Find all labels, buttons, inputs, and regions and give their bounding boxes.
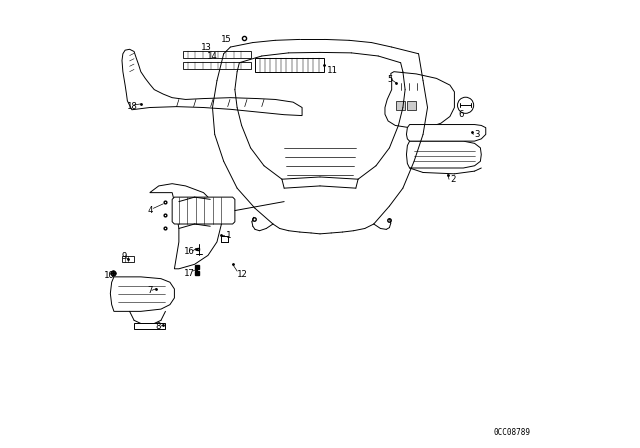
Text: 18: 18 bbox=[127, 102, 137, 111]
Text: 12: 12 bbox=[237, 270, 248, 279]
Polygon shape bbox=[255, 58, 324, 72]
Text: 5: 5 bbox=[388, 75, 393, 84]
Polygon shape bbox=[385, 72, 454, 128]
Text: 1: 1 bbox=[226, 231, 231, 240]
Text: 8: 8 bbox=[155, 322, 161, 331]
Text: 14: 14 bbox=[207, 52, 218, 61]
Text: 9: 9 bbox=[122, 252, 127, 261]
Text: 15: 15 bbox=[221, 35, 231, 44]
Text: 2: 2 bbox=[451, 175, 456, 184]
Polygon shape bbox=[122, 49, 302, 116]
Text: 3: 3 bbox=[475, 130, 480, 139]
Text: 10: 10 bbox=[104, 271, 115, 280]
Polygon shape bbox=[396, 101, 405, 110]
Polygon shape bbox=[184, 62, 251, 69]
Text: 0CC08789: 0CC08789 bbox=[493, 428, 531, 437]
Polygon shape bbox=[122, 256, 134, 262]
Polygon shape bbox=[110, 277, 174, 311]
Text: 17: 17 bbox=[184, 269, 195, 278]
Text: 7: 7 bbox=[148, 286, 153, 295]
Text: 16: 16 bbox=[184, 247, 195, 256]
Polygon shape bbox=[406, 125, 486, 141]
Polygon shape bbox=[406, 141, 481, 168]
Polygon shape bbox=[408, 101, 417, 110]
Polygon shape bbox=[184, 51, 251, 58]
Text: 4: 4 bbox=[148, 206, 153, 215]
Polygon shape bbox=[150, 184, 221, 269]
Text: 11: 11 bbox=[327, 66, 337, 75]
Text: 13: 13 bbox=[200, 43, 211, 52]
Polygon shape bbox=[134, 323, 165, 329]
Polygon shape bbox=[172, 197, 235, 224]
Text: 6: 6 bbox=[458, 110, 463, 119]
